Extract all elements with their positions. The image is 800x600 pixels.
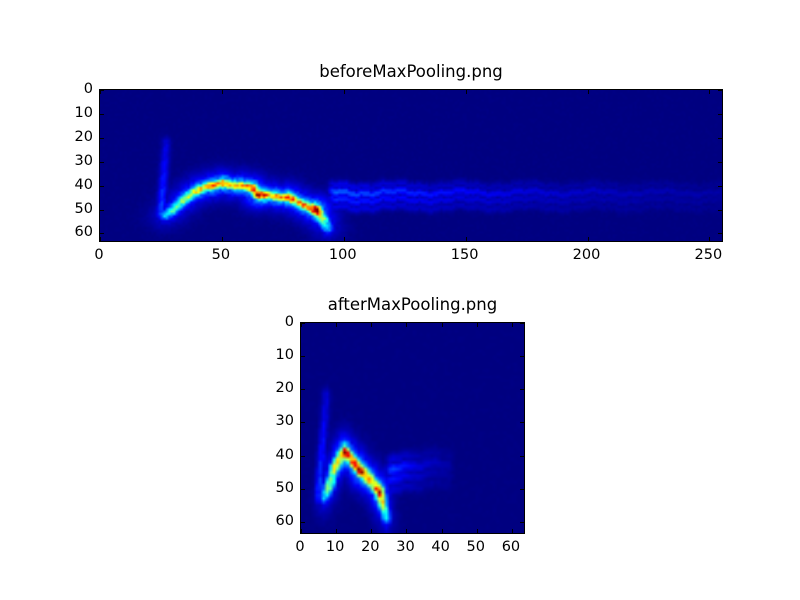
y-tick-label: 60 (74, 224, 93, 241)
y-tick-mark (520, 522, 524, 523)
x-tick-mark (371, 529, 372, 533)
y-tick-label: 50 (275, 479, 294, 496)
y-tick-mark (718, 210, 722, 211)
x-tick-mark (344, 237, 345, 241)
y-tick-mark (520, 456, 524, 457)
x-tick-mark (477, 529, 478, 533)
y-tick-mark (100, 210, 104, 211)
x-tick-label: 200 (572, 247, 601, 263)
y-tick-mark (100, 138, 104, 139)
axes-before-max-pooling: beforeMaxPooling.png 0 50 100 150 200 250 0 10 2… (75, 62, 723, 263)
x-tick-mark (222, 90, 223, 94)
y-tick-mark (718, 90, 722, 91)
y-tick-mark (520, 422, 524, 423)
y-tick-mark (100, 186, 104, 187)
y-tick-mark (301, 389, 305, 390)
x-tick-mark (406, 529, 407, 533)
x-tick-mark (442, 529, 443, 533)
x-tick-mark (512, 529, 513, 533)
y-tick-mark (718, 162, 722, 163)
x-tick-mark (344, 90, 345, 94)
x-tick-label: 100 (328, 247, 357, 263)
y-tick-mark (301, 356, 305, 357)
x-tick-label: 50 (211, 247, 231, 263)
y-tick-label: 30 (74, 152, 93, 169)
heatmap-canvas-before (100, 90, 722, 241)
y-tick-mark (100, 114, 104, 115)
x-tick-mark (371, 323, 372, 327)
x-tick-mark (466, 237, 467, 241)
y-tick-label: 20 (275, 380, 294, 397)
y-tick-label: 20 (74, 128, 93, 145)
x-tick-mark (588, 90, 589, 94)
y-tick-mark (301, 323, 305, 324)
y-tick-label: 10 (74, 104, 93, 121)
x-tick-label: 10 (325, 539, 345, 555)
y-tick-mark (718, 186, 722, 187)
x-tick-mark (222, 237, 223, 241)
x-tick-mark (336, 323, 337, 327)
y-tick-mark (520, 356, 524, 357)
y-tick-mark (301, 422, 305, 423)
y-tick-mark (100, 90, 104, 91)
y-tick-mark (520, 489, 524, 490)
x-tick-label: 150 (450, 247, 479, 263)
x-tick-label: 20 (361, 539, 380, 555)
x-tick-mark (301, 323, 302, 327)
y-tick-mark (718, 233, 722, 234)
x-tick-mark (709, 237, 710, 241)
x-tick-mark (336, 529, 337, 533)
x-tick-label: 250 (694, 247, 723, 263)
y-tick-label: 0 (83, 81, 93, 97)
heatmap-after-max-pooling (300, 322, 525, 534)
x-tick-label: 30 (396, 539, 415, 555)
y-tick-mark (301, 522, 305, 523)
x-tick-mark (100, 237, 101, 241)
y-tick-label: 40 (275, 446, 294, 463)
x-tick-label: 50 (466, 539, 486, 555)
x-tick-mark (512, 323, 513, 327)
axes-after-max-pooling: afterMaxPooling.png 0 10 20 30 40 50 60 0 10 20 30… (276, 295, 525, 555)
y-tick-mark (718, 114, 722, 115)
x-tick-mark (301, 529, 302, 533)
y-tick-mark (100, 233, 104, 234)
y-tick-mark (100, 162, 104, 163)
y-tick-label: 30 (275, 413, 294, 430)
y-tick-mark (718, 138, 722, 139)
y-tick-label: 40 (74, 176, 93, 193)
x-tick-label: 40 (431, 539, 450, 555)
y-tick-label: 60 (275, 512, 294, 529)
x-tick-mark (100, 90, 101, 94)
heatmap-canvas-after (301, 323, 524, 533)
heatmap-before-max-pooling (99, 89, 723, 242)
y-tick-mark (301, 489, 305, 490)
x-tick-mark (709, 90, 710, 94)
x-tick-mark (588, 237, 589, 241)
chart-title-before: beforeMaxPooling.png (319, 62, 503, 81)
y-tick-mark (520, 389, 524, 390)
x-tick-label: 0 (295, 539, 305, 555)
y-tick-label: 10 (275, 347, 294, 364)
y-tick-mark (520, 323, 524, 324)
y-tick-label: 0 (284, 314, 294, 330)
y-tick-mark (301, 456, 305, 457)
x-tick-mark (406, 323, 407, 327)
x-tick-label: 0 (94, 247, 104, 263)
y-tick-label: 50 (74, 200, 93, 217)
x-tick-mark (466, 90, 467, 94)
x-tick-label: 60 (501, 539, 521, 555)
x-tick-mark (442, 323, 443, 327)
chart-title-after: afterMaxPooling.png (327, 295, 498, 314)
x-tick-mark (477, 323, 478, 327)
